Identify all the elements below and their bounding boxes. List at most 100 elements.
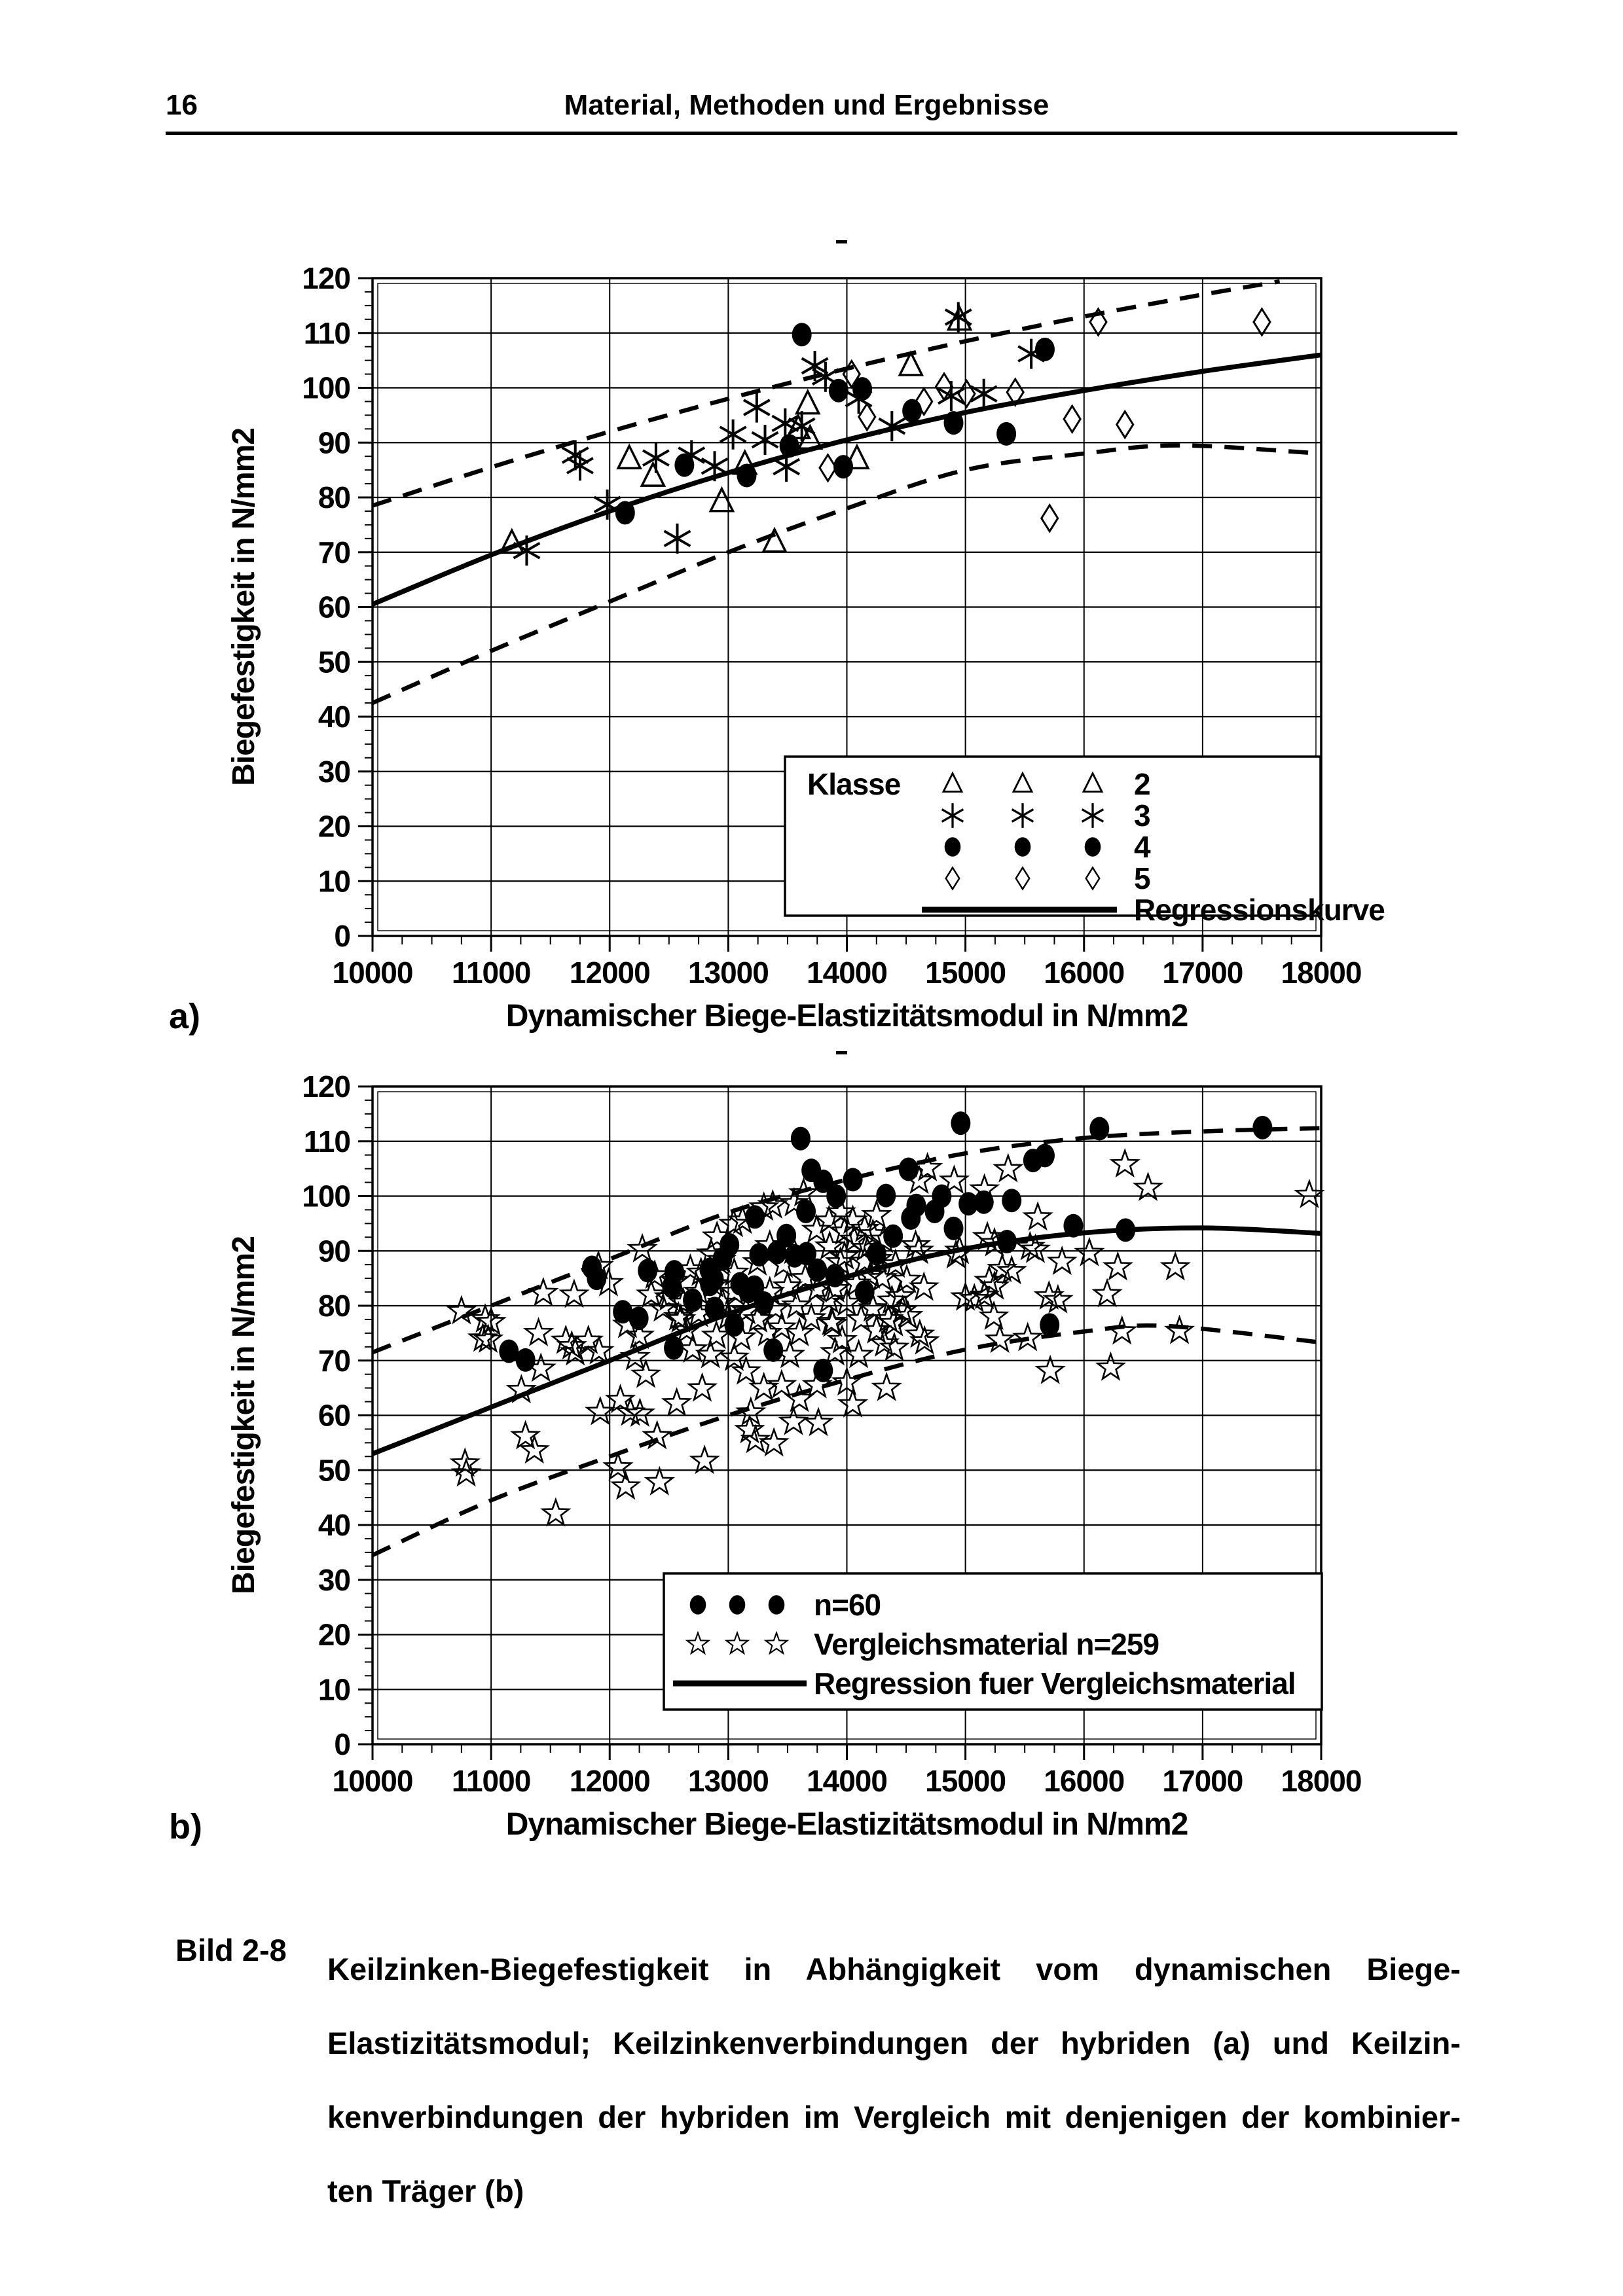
asterisk-marker <box>801 351 829 381</box>
x-tick-label: 17000 <box>1162 956 1243 990</box>
axis-ticks <box>358 277 1322 952</box>
triangle-marker <box>616 443 642 470</box>
star-marker <box>730 1355 762 1385</box>
star-marker <box>1046 1246 1078 1276</box>
page-number: 16 <box>166 89 198 121</box>
x-tick-label: 12000 <box>570 1764 650 1798</box>
star-marker <box>911 1151 943 1181</box>
triangle-marker <box>794 388 821 415</box>
chart-a: 10000 11000 12000 13000 14000 15000 16000 17000… <box>227 261 1385 1033</box>
star-marker <box>867 1262 898 1292</box>
stray-dash-artifact-b <box>836 1051 847 1054</box>
x-tick-label: 13000 <box>688 1764 769 1798</box>
star-marker <box>727 1204 758 1234</box>
filled-circle-marker <box>828 378 848 403</box>
y-tick-label: 60 <box>318 1399 350 1433</box>
y-tick-label: 100 <box>302 371 350 405</box>
star-marker <box>871 1371 902 1401</box>
star-marker <box>583 1249 614 1280</box>
filled-circle-marker <box>906 1193 926 1217</box>
star-marker <box>661 1387 693 1417</box>
star-marker <box>718 1341 750 1371</box>
star-marker <box>624 1397 656 1427</box>
star-marker <box>742 1303 774 1333</box>
x-tick-label: 18000 <box>1281 956 1362 990</box>
star-marker <box>1019 1233 1051 1263</box>
filled-circle-marker <box>729 1595 746 1615</box>
asterisk-marker <box>566 450 594 481</box>
filled-circle-marker <box>779 434 799 458</box>
star-marker <box>742 1246 773 1276</box>
star-marker <box>801 1369 833 1399</box>
star-marker <box>674 1253 706 1283</box>
y-tick-label: 30 <box>318 1563 350 1597</box>
star-marker <box>558 1278 590 1308</box>
star-marker <box>772 1270 803 1300</box>
star-marker <box>903 1164 935 1194</box>
star-marker <box>826 1323 858 1354</box>
legend-entry-label: 4 <box>1134 830 1151 864</box>
filled-circle-marker <box>683 1288 703 1312</box>
star-marker <box>647 1292 679 1322</box>
series-circle <box>615 323 1055 525</box>
filled-circle-marker <box>958 1192 979 1216</box>
x-axis-title: Dynamischer Biege-Elastizitätsmodul in N… <box>506 999 1188 1033</box>
star-marker <box>978 1300 1010 1330</box>
filled-circle-marker <box>997 1230 1017 1254</box>
star-marker <box>734 1414 765 1444</box>
filled-circle-marker <box>1252 1115 1273 1139</box>
filled-circle-marker <box>943 411 964 435</box>
y-tick-label: 20 <box>318 810 350 844</box>
y-tick-label: 70 <box>318 535 350 569</box>
x-tick-label: 18000 <box>1281 1764 1362 1798</box>
star-marker <box>1095 1351 1127 1381</box>
filled-circle-marker <box>1014 837 1031 857</box>
y-tick-label: 110 <box>304 316 350 350</box>
y-tick-label: 50 <box>318 1453 350 1487</box>
star-marker <box>593 1266 625 1297</box>
asterisk-marker <box>944 302 972 332</box>
star-marker <box>619 1340 651 1371</box>
y-tick-label: 50 <box>318 645 350 679</box>
x-tick-label: 16000 <box>1044 1764 1124 1798</box>
diamond-marker <box>957 378 976 409</box>
star-marker <box>712 1300 744 1330</box>
star-marker <box>831 1286 863 1316</box>
asterisk-marker <box>941 803 964 828</box>
star-marker <box>639 1259 670 1289</box>
y-tick-label: 80 <box>318 480 350 514</box>
triangle-marker <box>498 528 525 554</box>
triangle-marker <box>761 526 788 553</box>
star-marker <box>819 1272 851 1303</box>
regression-curves <box>373 279 1321 706</box>
star-marker <box>843 1338 875 1369</box>
filled-circle-marker <box>996 422 1017 446</box>
filled-circle-marker <box>1034 337 1055 361</box>
x-tick-label: 10000 <box>333 956 413 990</box>
star-marker <box>627 1232 658 1263</box>
legend-box <box>784 755 1322 917</box>
star-marker <box>1109 1148 1140 1178</box>
y-tick-label: 20 <box>318 1618 350 1652</box>
star-marker <box>623 1319 655 1350</box>
caption-line: Keilzinken-Biegefestigkeit in Abhängigke… <box>327 1952 1461 1986</box>
star-marker <box>788 1177 820 1207</box>
confidence-band-curve <box>373 1126 1321 1355</box>
filled-circle-marker <box>807 1258 828 1282</box>
y-tick-label: 120 <box>302 261 350 295</box>
star-marker <box>748 1371 780 1401</box>
star-marker <box>522 1316 555 1347</box>
asterisk-marker <box>719 419 747 450</box>
triangle-marker <box>1082 771 1104 793</box>
asterisk-marker <box>701 451 729 482</box>
filled-circle-marker <box>615 501 635 525</box>
star-marker <box>718 1208 750 1238</box>
star-marker <box>604 1384 636 1414</box>
star-marker <box>644 1465 676 1496</box>
star-marker <box>519 1434 550 1464</box>
star-marker <box>1033 1280 1065 1310</box>
star-marker <box>1012 1321 1044 1352</box>
filled-circle-marker <box>737 463 757 488</box>
y-axis-tick-labels: 0 10 20 30 40 50 60 70 80 90 100 110 120 <box>302 1069 351 1761</box>
star-marker <box>949 1281 981 1311</box>
